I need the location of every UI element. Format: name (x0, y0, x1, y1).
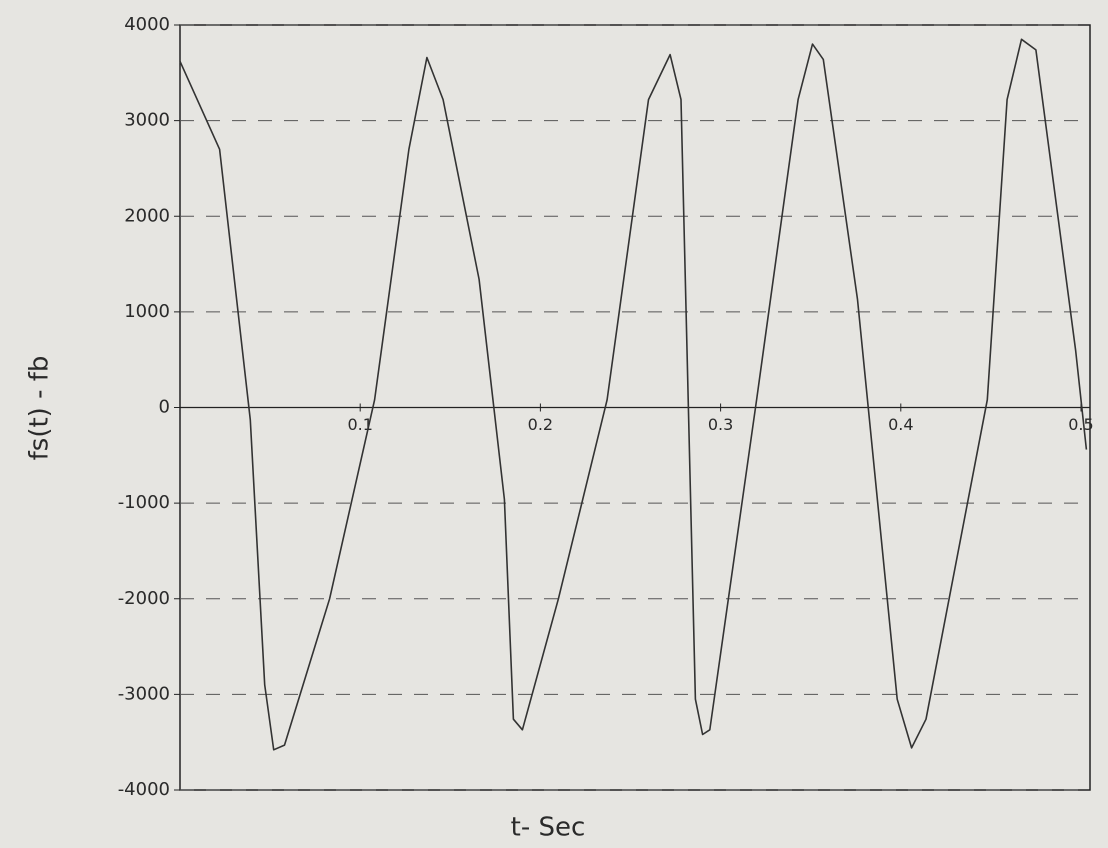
x-axis-label: t- Sec (511, 813, 586, 843)
y-tick-label: -4000 (118, 779, 170, 800)
line (179, 38, 1088, 751)
y-axis-label: fs(t) - fb (25, 356, 55, 461)
y-tick-label: 0 (159, 397, 170, 418)
y-tick-label: 2000 (124, 205, 170, 226)
x-tick-label: 0.3 (708, 415, 733, 434)
x-tick-label: 0.2 (528, 415, 553, 434)
x-tick-label: 0.1 (347, 415, 372, 434)
y-tick-label: 4000 (124, 14, 170, 35)
x-tick-label: 0.4 (888, 415, 913, 434)
y-tick-label: -1000 (118, 492, 170, 513)
y-tick-label: -3000 (118, 683, 170, 704)
x-tick-label: 0.5 (1068, 415, 1093, 434)
y-tick-label: 1000 (124, 301, 170, 322)
y-tick-label: -2000 (118, 588, 170, 609)
y-tick-label: 3000 (124, 110, 170, 131)
